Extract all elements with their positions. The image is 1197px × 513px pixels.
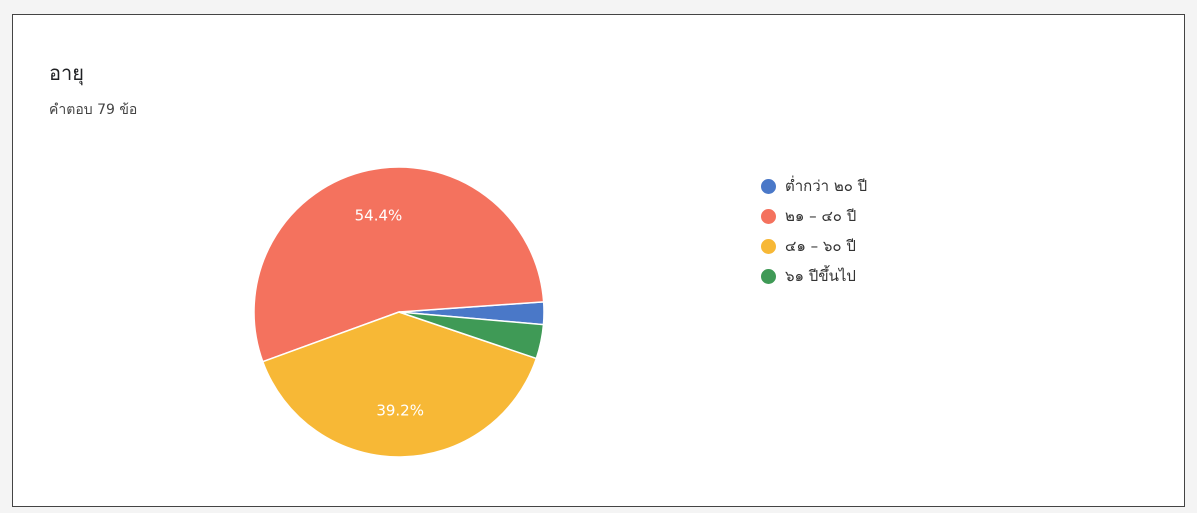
question-card: อายุ คำตอบ 79 ข้อ 54.4% 39.2% ต่ำกว่า ๒๐ … (12, 14, 1185, 507)
pie-chart: 54.4% 39.2% (253, 166, 545, 458)
legend-swatch (761, 178, 776, 194)
pie-slice-3 (261, 311, 538, 458)
legend-item: ๖๑ ปีขึ้นไป (761, 261, 867, 291)
legend-label: ต่ำกว่า ๒๐ ปี (785, 177, 868, 195)
question-title: อายุ (49, 61, 84, 85)
pie-slice-2 (253, 166, 545, 363)
chart-legend: ต่ำกว่า ๒๐ ปี๒๑ – ๔๐ ปี๔๑ – ๖๐ ปี๖๑ ปีขึ… (761, 171, 867, 291)
pie-data-label-3: 39.2% (376, 402, 424, 420)
legend-item: ต่ำกว่า ๒๐ ปี (761, 171, 867, 201)
response-count: คำตอบ 79 ข้อ (49, 102, 138, 118)
legend-label: ๔๑ – ๖๐ ปี (785, 237, 856, 255)
pie-data-label-2: 54.4% (355, 207, 403, 225)
legend-item: ๔๑ – ๖๐ ปี (761, 231, 867, 261)
legend-label: ๒๑ – ๔๐ ปี (785, 207, 857, 225)
legend-label: ๖๑ ปีขึ้นไป (785, 267, 856, 285)
legend-item: ๒๑ – ๔๐ ปี (761, 201, 867, 231)
legend-swatch (761, 268, 776, 284)
legend-swatch (761, 238, 776, 254)
legend-swatch (761, 208, 776, 224)
pie-slice-4 (398, 311, 545, 360)
pie-slices (253, 166, 545, 458)
pie-labels: 54.4% 39.2% (355, 207, 424, 420)
